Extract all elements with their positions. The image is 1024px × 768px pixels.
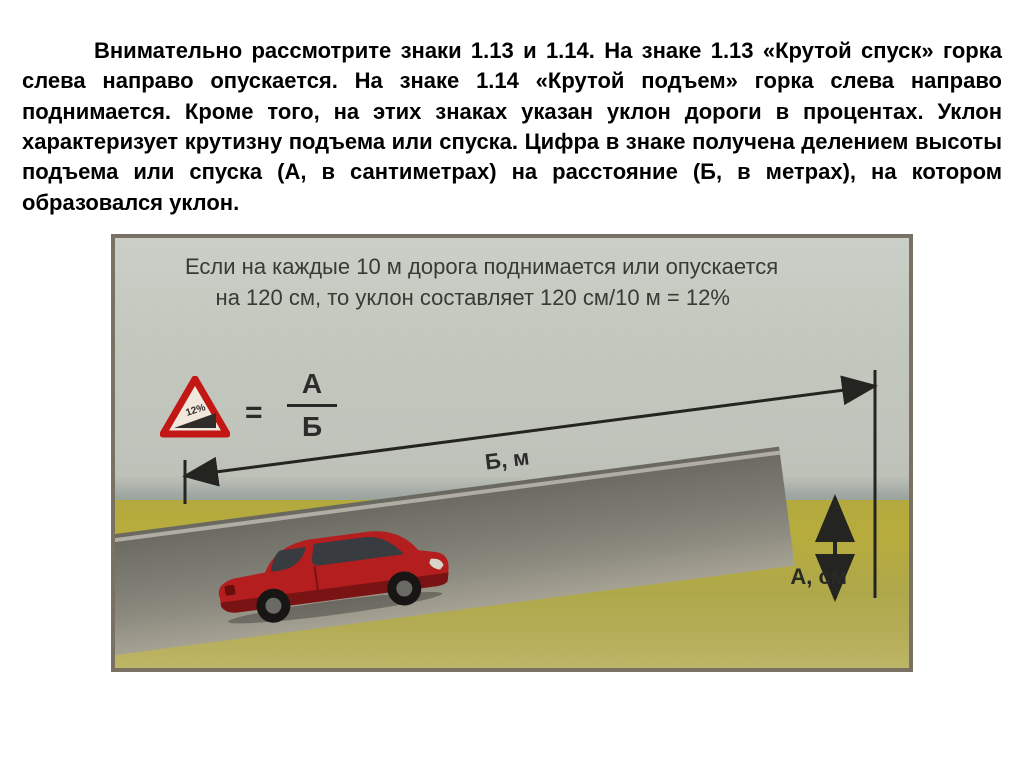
figure-container: Если на каждые 10 м дорога поднимается и… [22,234,1002,672]
explanation-paragraph: Внимательно рассмотрите знаки 1.13 и 1.1… [22,36,1002,218]
label-a: А, см [790,564,847,590]
slope-diagram: Если на каждые 10 м дорога поднимается и… [111,234,913,672]
